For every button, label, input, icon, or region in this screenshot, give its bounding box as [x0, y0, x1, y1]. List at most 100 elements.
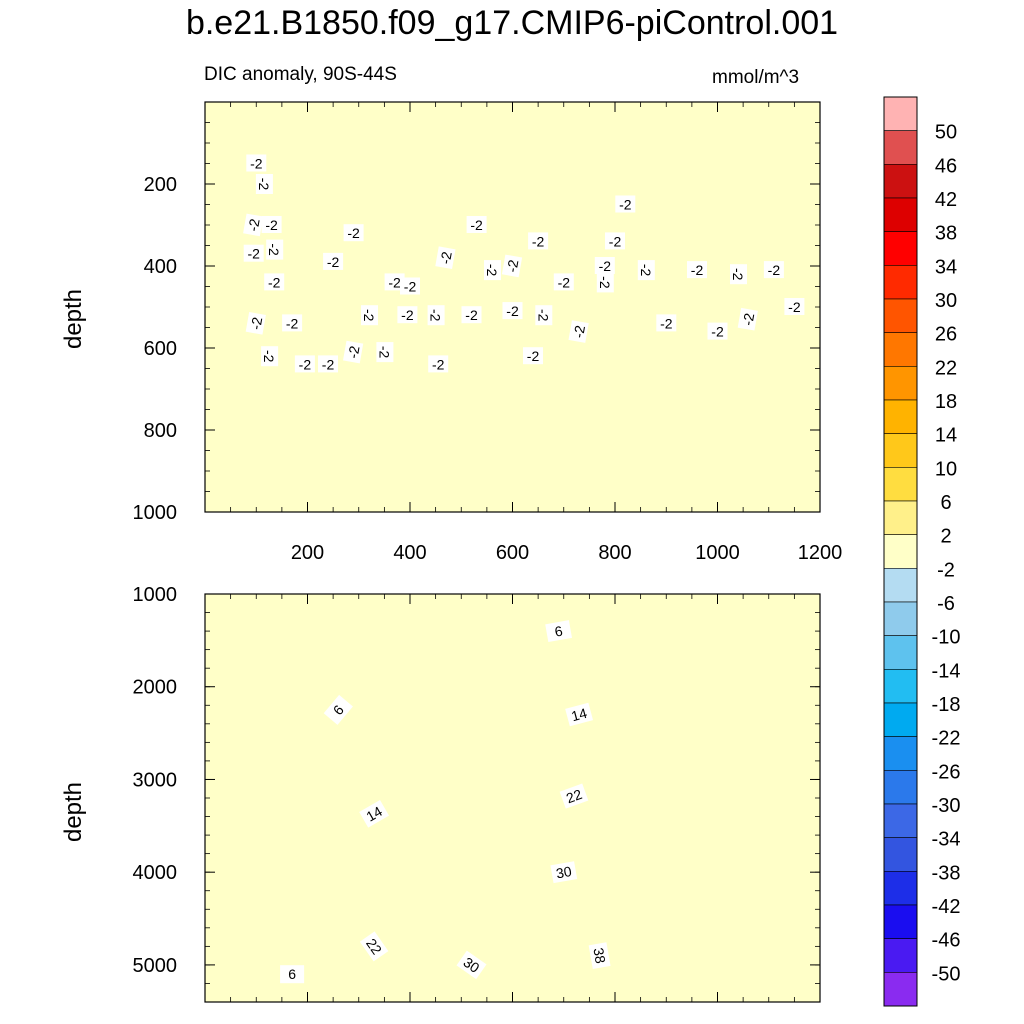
- colorbar-label: -50: [932, 963, 961, 985]
- contour-label-bg: [400, 277, 420, 295]
- contour-label-text: -2: [691, 262, 704, 278]
- contour-label-text: 6: [553, 623, 564, 640]
- contour-label-bg: [461, 306, 482, 324]
- colorbar-label: 34: [935, 256, 957, 278]
- contour-label-bg: [384, 273, 405, 291]
- x-tick-label: 1000: [695, 542, 740, 564]
- contour-label-minus2: -2: [535, 305, 553, 326]
- colorbar-label: -26: [932, 761, 961, 783]
- contour-label-minus2: -2: [384, 273, 405, 291]
- contour-label-text: -2: [376, 346, 392, 359]
- contour-label-minus2: -2: [323, 252, 344, 270]
- contour-label-text: -2: [299, 356, 312, 372]
- x-tick-label: 800: [598, 542, 631, 564]
- colorbar-swatch: [883, 837, 918, 872]
- contour-label-minus2: -2: [523, 347, 543, 365]
- y-tick-label: 200: [144, 174, 177, 196]
- y-tick-label: 400: [144, 256, 177, 278]
- contour-label-text: -2: [437, 250, 455, 265]
- colorbar-swatch: [883, 568, 918, 603]
- colorbar-swatch: [883, 601, 918, 636]
- contour-label-text: 14: [570, 705, 589, 725]
- contour-label-bg: [323, 252, 344, 270]
- colorbar-label: -6: [937, 593, 955, 615]
- contour-label-text: -2: [345, 344, 363, 359]
- y-tick-label: 800: [144, 420, 177, 442]
- contour-label-bg: [261, 216, 282, 233]
- contour-label-text: -2: [428, 309, 444, 322]
- contour-label-minus2: -2: [318, 355, 338, 373]
- colorbar-swatch: [883, 197, 918, 232]
- contour-label-minus2: -2: [427, 305, 445, 326]
- y-tick-label: 5000: [133, 955, 178, 977]
- colorbar-label: -2: [937, 559, 955, 581]
- contour-label-text: -2: [322, 356, 335, 372]
- contour-label-minus2: -2: [656, 314, 677, 332]
- contour-label-bg: [687, 261, 707, 279]
- contour-label-bg: [282, 314, 303, 332]
- colorbar-label: 30: [935, 290, 957, 312]
- colorbar-swatch: [883, 702, 918, 737]
- contour-label-bg: [484, 260, 501, 281]
- colorbar-swatch: [883, 467, 918, 502]
- contour-label-30: 30: [550, 861, 578, 884]
- contour-label-text: -2: [558, 274, 571, 290]
- contour-label-minus2: -2: [596, 272, 614, 293]
- contour-label-bg: [376, 342, 394, 363]
- bottom-background-band: [205, 594, 820, 1002]
- contour-label-text: -2: [739, 312, 757, 327]
- colorbar-label: 50: [935, 122, 957, 144]
- contour-label-text: -2: [484, 264, 500, 277]
- contour-label-text: 30: [555, 863, 573, 881]
- contour-label-minus2: -2: [528, 232, 549, 250]
- contour-label-text: -2: [247, 316, 265, 331]
- contour-label-bg: [243, 244, 264, 262]
- contour-label-minus2: -2: [261, 216, 282, 233]
- contour-label-minus2: -2: [343, 224, 364, 242]
- contour-label-text: -2: [660, 315, 673, 331]
- contour-label-minus2: -2: [243, 244, 264, 262]
- contour-label-minus2: -2: [435, 246, 456, 270]
- contour-label-minus2: -2: [243, 213, 264, 237]
- contour-label-text: -2: [788, 299, 801, 315]
- contour-label-text: -2: [256, 178, 272, 191]
- contour-label-bg: [594, 257, 615, 274]
- contour-label-text: -2: [638, 264, 654, 277]
- contour-label-text: -2: [401, 307, 414, 323]
- y-tick-label: 1000: [133, 502, 178, 524]
- contour-label-text: -2: [286, 315, 299, 331]
- contour-label-bg: [428, 355, 449, 373]
- contour-label-bg: [550, 861, 578, 884]
- contour-label-bg: [501, 254, 523, 278]
- contour-label-minus2: -2: [245, 311, 266, 335]
- contour-label-6: 6: [545, 620, 572, 643]
- top-contour-labels: -2 -2 -2 -2 -2 -2 -2 -2 -2 -2 -2 -2 -2 -2 -2 -2 -2 -2 -2 -2…: [243, 154, 805, 373]
- contour-label-bg: [359, 800, 389, 828]
- y-tick-label: 2000: [133, 677, 178, 699]
- contour-label-text: -2: [327, 254, 340, 270]
- contour-label-bg: [737, 307, 758, 331]
- contour-label-bg: [435, 246, 456, 270]
- contour-label-minus2: -2: [282, 314, 303, 332]
- contour-label-minus2: -2: [261, 346, 279, 367]
- contour-label-text: -2: [730, 268, 746, 281]
- contour-label-minus2: -2: [400, 277, 420, 295]
- contour-label-14: 14: [565, 702, 594, 727]
- contour-label-minus2: -2: [266, 239, 284, 260]
- colorbar-label: 18: [935, 391, 957, 413]
- contour-label-text: -2: [465, 307, 478, 323]
- contour-label-text: -2: [268, 274, 281, 290]
- contour-label-text: -2: [432, 356, 445, 372]
- contour-label-bg: [568, 320, 589, 343]
- colorbar-swatch: [883, 500, 918, 535]
- contour-label-bg: [427, 305, 445, 326]
- colorbar-swatch: [883, 534, 918, 569]
- contour-label-minus2: -2: [594, 257, 615, 274]
- x-tick-label: 600: [496, 542, 529, 564]
- colorbar-label: -42: [932, 896, 961, 918]
- colorbar-label: 14: [935, 425, 957, 447]
- contour-label-bg: [323, 694, 353, 725]
- contour-label-text: -2: [532, 233, 545, 249]
- colorbar-swatch: [883, 96, 918, 131]
- contour-label-minus2: -2: [294, 355, 315, 373]
